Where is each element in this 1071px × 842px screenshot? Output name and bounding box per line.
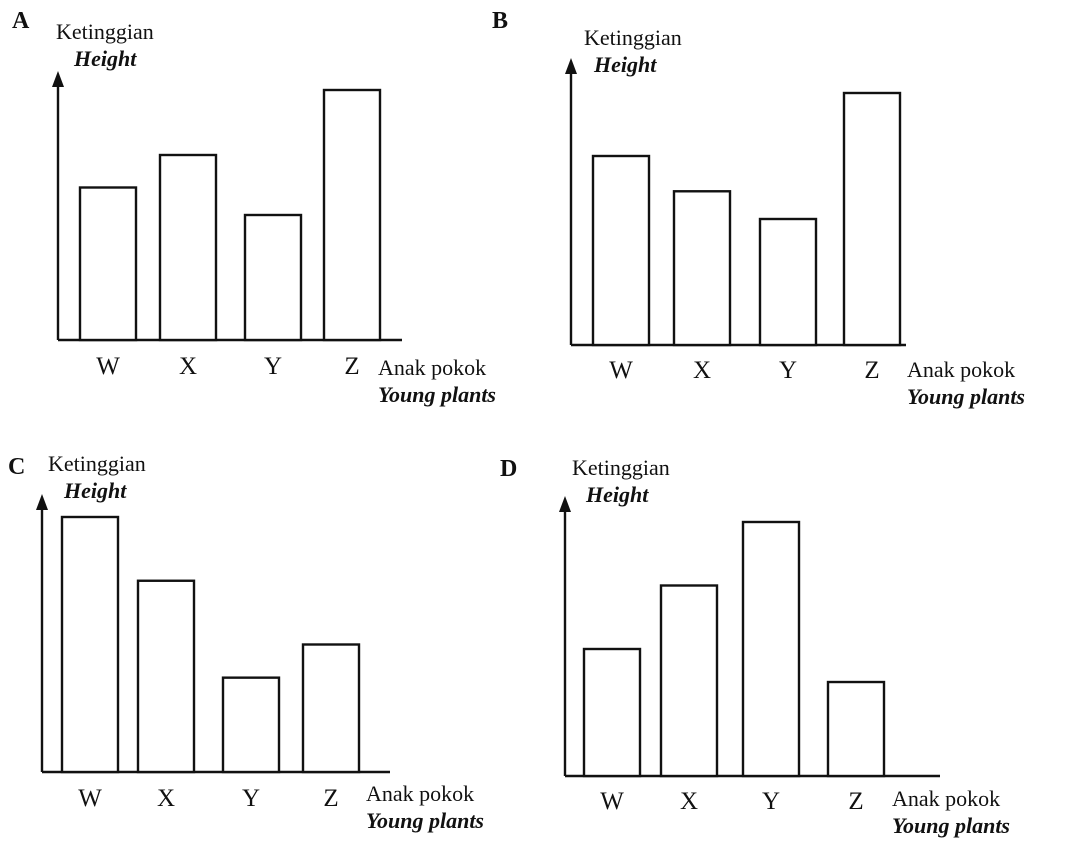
bar-y: [741, 520, 801, 778]
y-axis-arrowhead: [52, 71, 64, 87]
y-axis-label-ms: Ketinggian: [56, 19, 154, 44]
panel-letter: A: [12, 8, 30, 34]
bar-y: [243, 213, 303, 342]
category-label-y: Y: [762, 788, 780, 815]
category-label-z: Z: [864, 357, 879, 384]
x-axis-label-en: Young plants: [907, 384, 1025, 409]
y-axis-label-en: Height: [594, 52, 657, 77]
bar-w: [78, 186, 138, 342]
bar-chart: W X Y Z: [565, 58, 906, 384]
y-axis-label-en: Height: [64, 478, 127, 503]
y-axis-label-en: Height: [586, 482, 649, 507]
x-axis-label: Anak pokok Young plants: [892, 785, 1010, 839]
bar-x: [659, 584, 719, 778]
category-label-z: Z: [344, 353, 359, 380]
x-axis-label-ms: Anak pokok: [907, 357, 1016, 382]
y-axis-label-ms: Ketinggian: [572, 455, 670, 480]
y-axis-arrowhead: [559, 496, 571, 512]
x-axis-label-en: Young plants: [378, 382, 496, 407]
category-label-z: Z: [323, 785, 338, 812]
y-axis-label: Ketinggian Height: [572, 454, 670, 508]
panel-letter: D: [500, 456, 518, 482]
bar-z: [826, 680, 886, 778]
category-label-x: X: [680, 788, 698, 815]
y-axis-label-ms: Ketinggian: [584, 25, 682, 50]
bar-chart: W X Y Z: [36, 494, 390, 812]
bar-y: [758, 217, 818, 347]
category-label-y: Y: [779, 357, 797, 384]
panel-letter: B: [492, 8, 509, 34]
chart-panel-b: B Ketinggian Height W X Y Z Anak pokok Youn…: [492, 0, 1071, 420]
category-label-w: W: [609, 357, 633, 384]
category-label-x: X: [157, 785, 175, 812]
category-label-y: Y: [242, 785, 260, 812]
y-axis-label-en: Height: [74, 46, 137, 71]
bar-z: [322, 88, 382, 342]
y-axis-label: Ketinggian Height: [56, 18, 154, 72]
bar-chart: W X Y Z: [52, 71, 402, 380]
chart-panel-d: D Ketinggian Height W X Y Z Anak pokok Youn…: [500, 420, 1071, 842]
bar-w: [60, 515, 120, 774]
bar-w: [591, 154, 651, 347]
x-axis-label-en: Young plants: [366, 808, 484, 833]
bar-w: [582, 647, 642, 778]
y-axis-label-ms: Ketinggian: [48, 451, 146, 476]
bar-x: [672, 190, 732, 347]
category-label-y: Y: [264, 353, 282, 380]
x-axis-label-ms: Anak pokok: [378, 355, 487, 380]
x-axis-label-en: Young plants: [892, 813, 1010, 838]
bar-x: [158, 153, 218, 342]
x-axis-label-ms: Anak pokok: [366, 781, 475, 806]
bar-chart: W X Y Z: [559, 496, 940, 815]
chart-panel-c: C Ketinggian Height W X Y Z Anak pokok Youn…: [0, 420, 540, 842]
panel-letter: C: [8, 454, 26, 480]
y-axis-label: Ketinggian Height: [584, 24, 682, 78]
x-axis-label-ms: Anak pokok: [892, 786, 1001, 811]
bar-x: [136, 579, 196, 774]
y-axis-arrowhead: [565, 58, 577, 74]
y-axis-label: Ketinggian Height: [48, 450, 146, 504]
bar-z: [842, 91, 902, 347]
x-axis-label: Anak pokok Young plants: [366, 780, 484, 834]
category-label-w: W: [78, 785, 102, 812]
bar-z: [301, 643, 361, 774]
y-axis-arrowhead: [36, 494, 48, 510]
category-label-x: X: [693, 357, 711, 384]
bar-y: [221, 676, 281, 774]
category-label-x: X: [179, 353, 197, 380]
x-axis-label: Anak pokok Young plants: [907, 356, 1025, 410]
category-label-w: W: [600, 788, 624, 815]
chart-panel-a: A Ketinggian Height W X Y Z Anak pokok Youn…: [0, 0, 540, 420]
x-axis-label: Anak pokok Young plants: [378, 354, 496, 408]
category-label-z: Z: [848, 788, 863, 815]
category-label-w: W: [96, 353, 120, 380]
